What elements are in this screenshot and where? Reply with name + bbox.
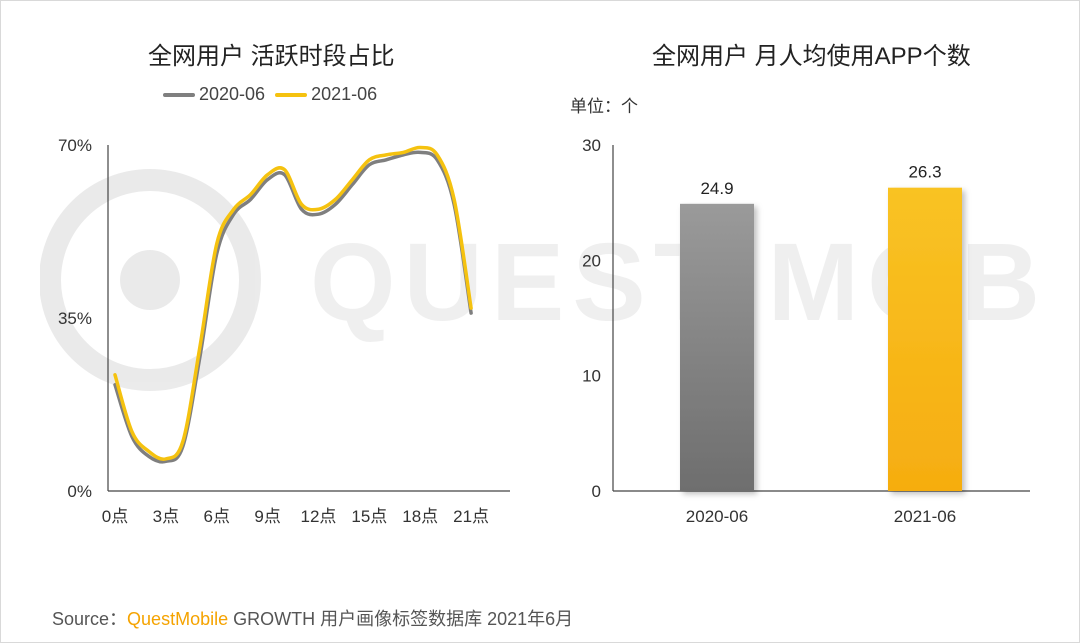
line-chart-legend: 2020-06 2021-06 (163, 84, 377, 105)
line-x-tick-label: 6点 (204, 507, 230, 526)
source-prefix: Source： (52, 609, 128, 629)
line-x-tick-label: 18点 (402, 507, 438, 526)
bar-y-tick-label: 10 (582, 367, 601, 386)
source-brand: QuestMobile (127, 609, 229, 629)
legend-label-2020: 2020-06 (199, 84, 266, 104)
line-x-tick-label: 15点 (351, 507, 387, 526)
legend-item-2020: 2020-06 (163, 84, 265, 105)
legend-swatch-2021 (275, 92, 308, 97)
bar-2020-06 (680, 203, 754, 491)
bar-chart-unit: 单位：个 (570, 97, 638, 116)
left-chart-title: 全网用户 活跃时段占比 (148, 43, 395, 70)
bar-data-label: 26.3 (908, 163, 941, 182)
line-x-tick-label: 21点 (453, 507, 489, 526)
bar-2021-06 (888, 187, 962, 491)
right-chart-title: 全网用户 月人均使用APP个数 (652, 43, 971, 70)
bar-category-label: 2020-06 (686, 507, 748, 526)
source-note: Source：QuestMobile GROWTH 用户画像标签数据库 2021… (52, 605, 573, 631)
line-x-tick-label: 12点 (301, 507, 337, 526)
legend-swatch-2020 (163, 92, 195, 97)
source-rest: GROWTH 用户画像标签数据库 2021年6月 (228, 609, 574, 629)
line-x-tick-label: 9点 (254, 507, 280, 526)
legend-label-2021: 2021-06 (311, 84, 378, 104)
line-y-tick-label: 0% (67, 482, 92, 501)
line-x-tick-label: 3点 (153, 507, 179, 526)
bar-y-tick-label: 20 (582, 251, 601, 270)
legend-item-2021: 2021-06 (275, 84, 377, 105)
line-y-tick-label: 70% (58, 136, 92, 155)
line-series-2021-06 (113, 145, 473, 461)
line-y-tick-label: 35% (58, 309, 92, 328)
bar-data-label: 24.9 (700, 179, 733, 198)
bar-category-label: 2021-06 (894, 507, 956, 526)
line-chart: 0% 35% 70% 0点 3点 6点 9点 12点 15点 18点 21点 (58, 136, 510, 526)
line-x-tick-label: 0点 (102, 507, 128, 526)
bar-y-tick-label: 30 (582, 136, 601, 155)
bar-chart: 0 10 20 30 24.9 2020-06 26.3 2021-06 (582, 136, 1030, 526)
line-series-2020-06 (113, 150, 473, 464)
bar-y-tick-label: 0 (592, 482, 601, 501)
